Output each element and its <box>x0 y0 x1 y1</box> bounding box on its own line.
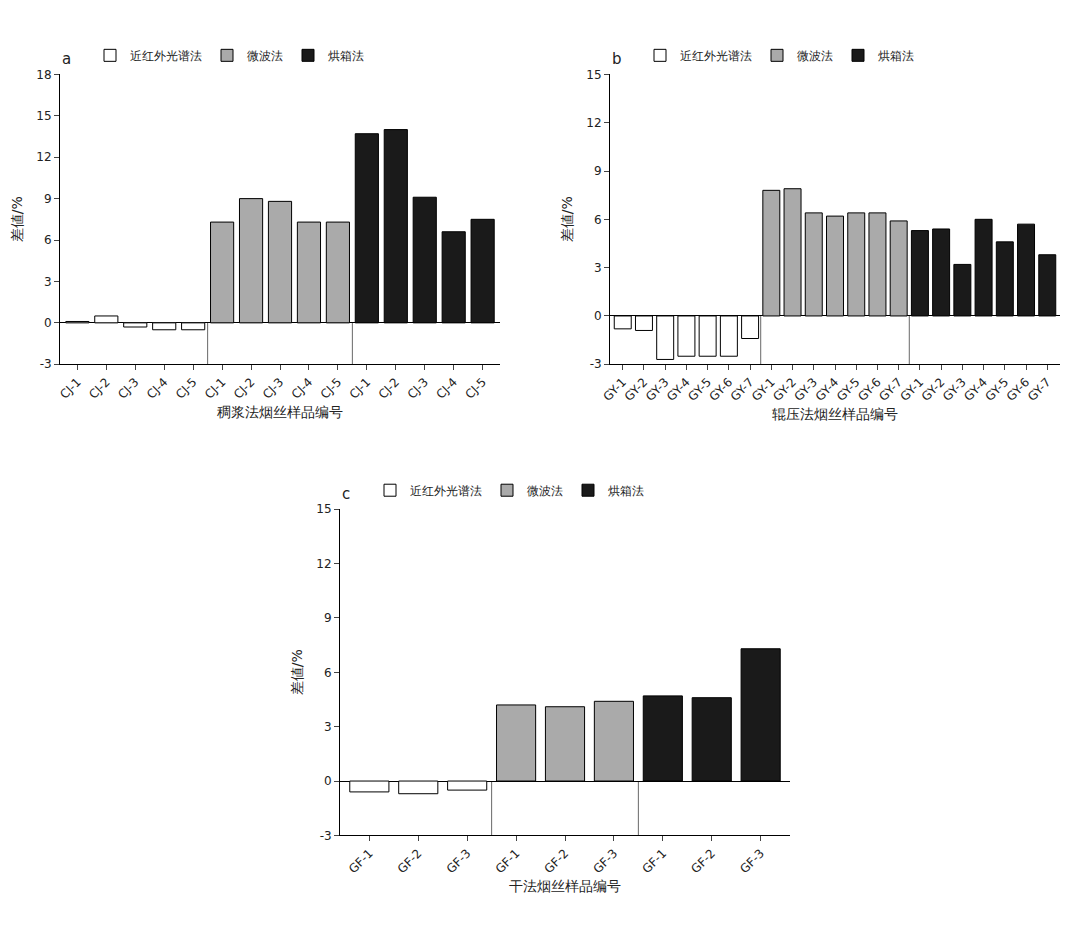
svg-text:9: 9 <box>324 611 332 625</box>
svg-text:9: 9 <box>44 192 52 206</box>
svg-text:GY-5: GY-5 <box>834 375 863 404</box>
svg-text:GY-7: GY-7 <box>1025 375 1054 404</box>
svg-text:差値/%: 差値/% <box>559 196 575 242</box>
svg-text:3: 3 <box>594 261 602 275</box>
svg-text:微波法: 微波法 <box>527 484 563 498</box>
svg-text:GY-7: GY-7 <box>876 375 905 404</box>
svg-text:CJ-2: CJ-2 <box>231 375 257 401</box>
svg-text:3: 3 <box>324 720 332 734</box>
svg-text:CJ-2: CJ-2 <box>376 375 402 401</box>
svg-text:GF-1: GF-1 <box>346 846 376 876</box>
svg-text:GY-2: GY-2 <box>919 375 948 404</box>
svg-text:GF-3: GF-3 <box>590 846 620 876</box>
svg-text:GY-5: GY-5 <box>982 375 1011 404</box>
svg-text:GY-5: GY-5 <box>685 375 714 404</box>
svg-text:6: 6 <box>44 233 52 247</box>
svg-text:15: 15 <box>36 109 51 123</box>
svg-text:烘箱法: 烘箱法 <box>878 49 914 63</box>
svg-text:GY-6: GY-6 <box>1004 375 1033 404</box>
svg-text:近红外光谱法: 近红外光谱法 <box>410 484 482 498</box>
svg-text:CJ-5: CJ-5 <box>173 375 199 401</box>
svg-text:c: c <box>342 485 350 503</box>
svg-text:GY-1: GY-1 <box>898 375 927 404</box>
svg-text:GY-3: GY-3 <box>940 375 969 404</box>
svg-text:CJ-3: CJ-3 <box>260 375 286 401</box>
svg-text:6: 6 <box>594 213 602 227</box>
svg-text:GY-3: GY-3 <box>791 375 820 404</box>
svg-text:GF-2: GF-2 <box>542 846 572 876</box>
svg-text:GY-1: GY-1 <box>600 375 629 404</box>
svg-text:GY-2: GY-2 <box>770 375 799 404</box>
svg-text:CJ-3: CJ-3 <box>405 375 431 401</box>
svg-text:GY-4: GY-4 <box>664 375 693 404</box>
svg-text:微波法: 微波法 <box>797 49 833 63</box>
svg-text:GY-6: GY-6 <box>855 375 884 404</box>
svg-text:CJ-1: CJ-1 <box>347 375 373 401</box>
svg-text:GY-7: GY-7 <box>728 375 757 404</box>
svg-text:-3: -3 <box>40 357 52 371</box>
svg-text:GY-4: GY-4 <box>961 375 990 404</box>
svg-text:GY-3: GY-3 <box>643 375 672 404</box>
svg-text:GY-4: GY-4 <box>813 375 842 404</box>
svg-text:微波法: 微波法 <box>247 49 283 63</box>
svg-text:辊压法烟丝样品编号: 辊压法烟丝样品编号 <box>772 406 898 422</box>
svg-text:近红外光谱法: 近红外光谱法 <box>130 49 202 63</box>
svg-text:18: 18 <box>36 68 51 82</box>
svg-text:0: 0 <box>594 309 602 323</box>
svg-text:3: 3 <box>44 275 52 289</box>
svg-text:GY-1: GY-1 <box>749 375 778 404</box>
svg-text:CJ-1: CJ-1 <box>202 375 228 401</box>
svg-text:GF-3: GF-3 <box>737 846 767 876</box>
svg-text:GF-3: GF-3 <box>444 846 474 876</box>
svg-text:12: 12 <box>586 116 601 130</box>
svg-text:稠浆法烟丝样品编号: 稠浆法烟丝样品编号 <box>217 404 343 420</box>
svg-text:差値/%: 差値/% <box>9 196 25 242</box>
svg-text:CJ-3: CJ-3 <box>115 375 141 401</box>
svg-text:近红外光谱法: 近红外光谱法 <box>680 49 752 63</box>
svg-text:GY-2: GY-2 <box>622 375 651 404</box>
svg-text:6: 6 <box>324 666 332 680</box>
svg-text:CJ-4: CJ-4 <box>434 375 460 401</box>
svg-text:15: 15 <box>586 68 601 82</box>
svg-text:CJ-2: CJ-2 <box>86 375 112 401</box>
svg-text:差値/%: 差値/% <box>289 649 305 695</box>
svg-text:CJ-1: CJ-1 <box>57 375 83 401</box>
svg-text:干法烟丝样品编号: 干法烟丝样品编号 <box>509 878 621 894</box>
svg-text:GY-6: GY-6 <box>707 375 736 404</box>
svg-text:b: b <box>612 50 622 68</box>
svg-text:0: 0 <box>44 316 52 330</box>
svg-text:CJ-4: CJ-4 <box>289 375 315 401</box>
svg-text:0: 0 <box>324 774 332 788</box>
svg-text:12: 12 <box>36 150 51 164</box>
svg-text:GF-1: GF-1 <box>639 846 669 876</box>
svg-text:GF-2: GF-2 <box>395 846 425 876</box>
svg-text:CJ-4: CJ-4 <box>144 375 170 401</box>
svg-text:CJ-5: CJ-5 <box>462 375 488 401</box>
svg-text:9: 9 <box>594 164 602 178</box>
svg-text:-3: -3 <box>590 357 602 371</box>
svg-text:-3: -3 <box>320 829 332 843</box>
svg-text:GF-1: GF-1 <box>493 846 523 876</box>
svg-text:烘箱法: 烘箱法 <box>608 484 644 498</box>
svg-text:烘箱法: 烘箱法 <box>328 49 364 63</box>
svg-text:15: 15 <box>316 502 331 516</box>
svg-text:CJ-5: CJ-5 <box>318 375 344 401</box>
svg-text:a: a <box>62 50 71 68</box>
svg-text:GF-2: GF-2 <box>688 846 718 876</box>
svg-text:12: 12 <box>316 557 331 571</box>
